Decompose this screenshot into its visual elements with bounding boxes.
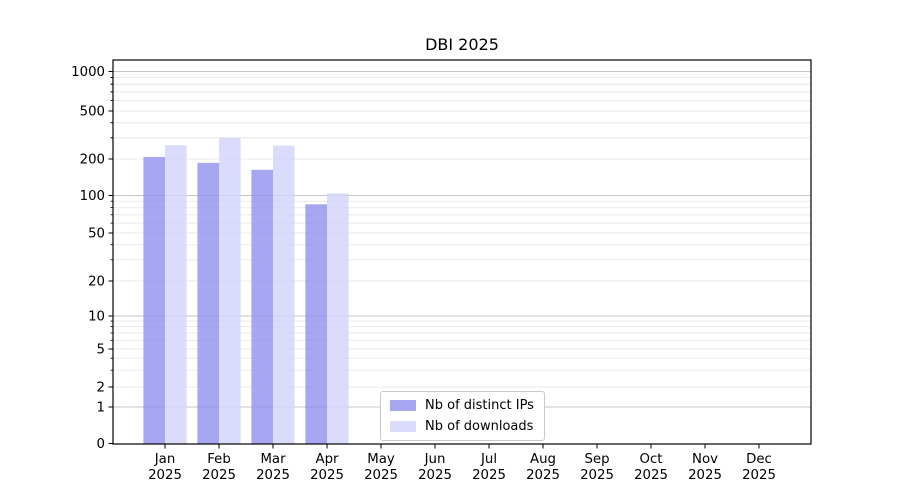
- x-tick-label-month: Apr: [315, 452, 339, 467]
- y-tick-label: 0: [97, 437, 105, 452]
- y-tick-label: 500: [80, 105, 105, 120]
- x-tick-label-year: 2025: [364, 468, 398, 483]
- x-tick-label-month: Oct: [640, 452, 663, 467]
- x-tick-label-year: 2025: [202, 468, 236, 483]
- y-tick-label: 20: [88, 275, 105, 290]
- x-tick-label-month: Sep: [584, 452, 609, 467]
- x-tick-label-year: 2025: [148, 468, 182, 483]
- x-tick-label-month: Jul: [480, 452, 497, 467]
- legend-swatch-distinct-ips: [390, 400, 416, 411]
- x-tick-label-year: 2025: [580, 468, 614, 483]
- plot-border: [112, 59, 812, 445]
- x-tick-label-month: Jun: [424, 452, 446, 467]
- x-tick-label-year: 2025: [742, 468, 776, 483]
- legend-swatch-downloads: [390, 421, 416, 432]
- y-axis: 0 1 2 5 10 20 50 100 200 500 1000: [71, 65, 113, 452]
- bar: [273, 145, 295, 445]
- y-tick-label: 1000: [71, 65, 105, 80]
- legend-label-downloads: Nb of downloads: [425, 419, 534, 434]
- bar: [305, 204, 327, 444]
- x-tick-label-month: Aug: [530, 452, 556, 467]
- legend: Nb of distinct IPs Nb of downloads: [380, 391, 545, 441]
- legend-item-distinct-ips: Nb of distinct IPs: [390, 398, 534, 413]
- bars: [143, 137, 349, 445]
- legend-label-distinct-ips: Nb of distinct IPs: [425, 398, 534, 413]
- bar: [165, 145, 187, 444]
- x-tick-label-year: 2025: [310, 468, 344, 483]
- bar: [219, 137, 241, 445]
- x-tick-label-month: Nov: [692, 452, 718, 467]
- y-tick-label: 1: [97, 401, 105, 416]
- y-tick-label: 5: [97, 343, 105, 358]
- chart-title: DBI 2025: [425, 35, 499, 54]
- legend-item-downloads: Nb of downloads: [390, 419, 534, 434]
- x-tick-label-year: 2025: [526, 468, 560, 483]
- x-tick-label-year: 2025: [418, 468, 452, 483]
- bar-series-0: [143, 156, 327, 445]
- y-tick-label: 200: [80, 153, 105, 168]
- y-tick-label: 2: [97, 381, 105, 396]
- bar-series-1: [165, 137, 349, 445]
- bar: [197, 162, 219, 444]
- x-tick-label-year: 2025: [472, 468, 506, 483]
- x-tick-label-month: Dec: [746, 452, 772, 467]
- x-tick-label-month: May: [367, 452, 395, 467]
- y-tick-label: 50: [88, 227, 105, 242]
- x-tick-label-month: Jan: [154, 452, 176, 467]
- x-tick-label-year: 2025: [256, 468, 290, 483]
- x-axis: Jan2025Feb2025Mar2025Apr2025May2025Jun20…: [148, 444, 776, 483]
- y-tick-label: 100: [80, 189, 105, 204]
- x-tick-label-year: 2025: [634, 468, 668, 483]
- x-tick-label-month: Mar: [260, 452, 286, 467]
- bar: [143, 156, 165, 444]
- x-tick-label-year: 2025: [688, 468, 722, 483]
- x-tick-label-month: Feb: [207, 452, 231, 467]
- bar: [251, 169, 273, 445]
- y-tick-label: 10: [88, 310, 105, 325]
- bar: [327, 193, 349, 444]
